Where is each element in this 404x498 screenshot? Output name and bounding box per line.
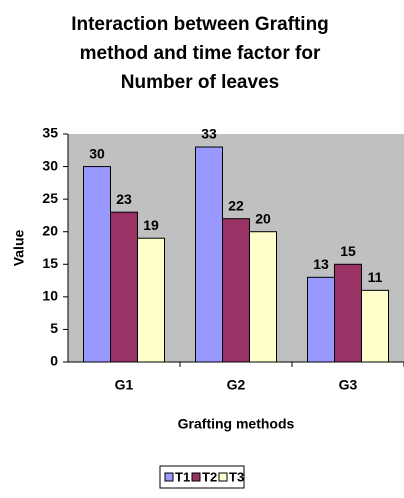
- bar: [334, 263, 362, 363]
- y-tick-label: 30: [42, 157, 58, 173]
- y-tick-label: 25: [42, 190, 58, 206]
- x-tick-label: G3: [339, 377, 358, 393]
- value-label: 20: [255, 210, 271, 226]
- legend-swatch: [164, 472, 174, 482]
- value-label: 22: [228, 197, 244, 213]
- value-label: 11: [368, 269, 383, 285]
- value-label: 30: [89, 145, 105, 161]
- bar: [222, 218, 250, 363]
- y-axis-label: Value: [11, 230, 27, 267]
- legend-box: [159, 465, 245, 489]
- x-tick-label: G1: [115, 377, 134, 393]
- legend-label: T2: [202, 469, 217, 484]
- y-tick-label: 10: [42, 288, 58, 304]
- x-axis-label: Grafting methods: [178, 416, 295, 432]
- value-label: 15: [340, 243, 356, 259]
- bar: [110, 211, 138, 363]
- bar: [137, 237, 165, 363]
- y-tick-label: 0: [50, 353, 58, 369]
- y-tick-label: 5: [50, 320, 58, 336]
- y-tick-label: 15: [42, 255, 58, 271]
- chart-title: Interaction between Grafting method and …: [71, 14, 329, 93]
- bar: [195, 146, 223, 363]
- legend-label: T3: [229, 469, 244, 484]
- bar: [361, 289, 389, 363]
- x-tick-label: G2: [227, 377, 246, 393]
- legend-swatch: [218, 472, 228, 482]
- y-tick-label: 35: [42, 125, 58, 141]
- value-label: 33: [201, 126, 217, 142]
- legend-label: T1: [175, 469, 190, 484]
- value-label: 19: [143, 217, 159, 233]
- value-label: 13: [313, 256, 329, 272]
- value-label: 23: [116, 191, 132, 207]
- bar: [249, 231, 277, 363]
- bar: [307, 276, 335, 363]
- bar: [83, 166, 111, 363]
- legend-swatch: [191, 472, 201, 482]
- y-tick-label: 20: [42, 222, 58, 238]
